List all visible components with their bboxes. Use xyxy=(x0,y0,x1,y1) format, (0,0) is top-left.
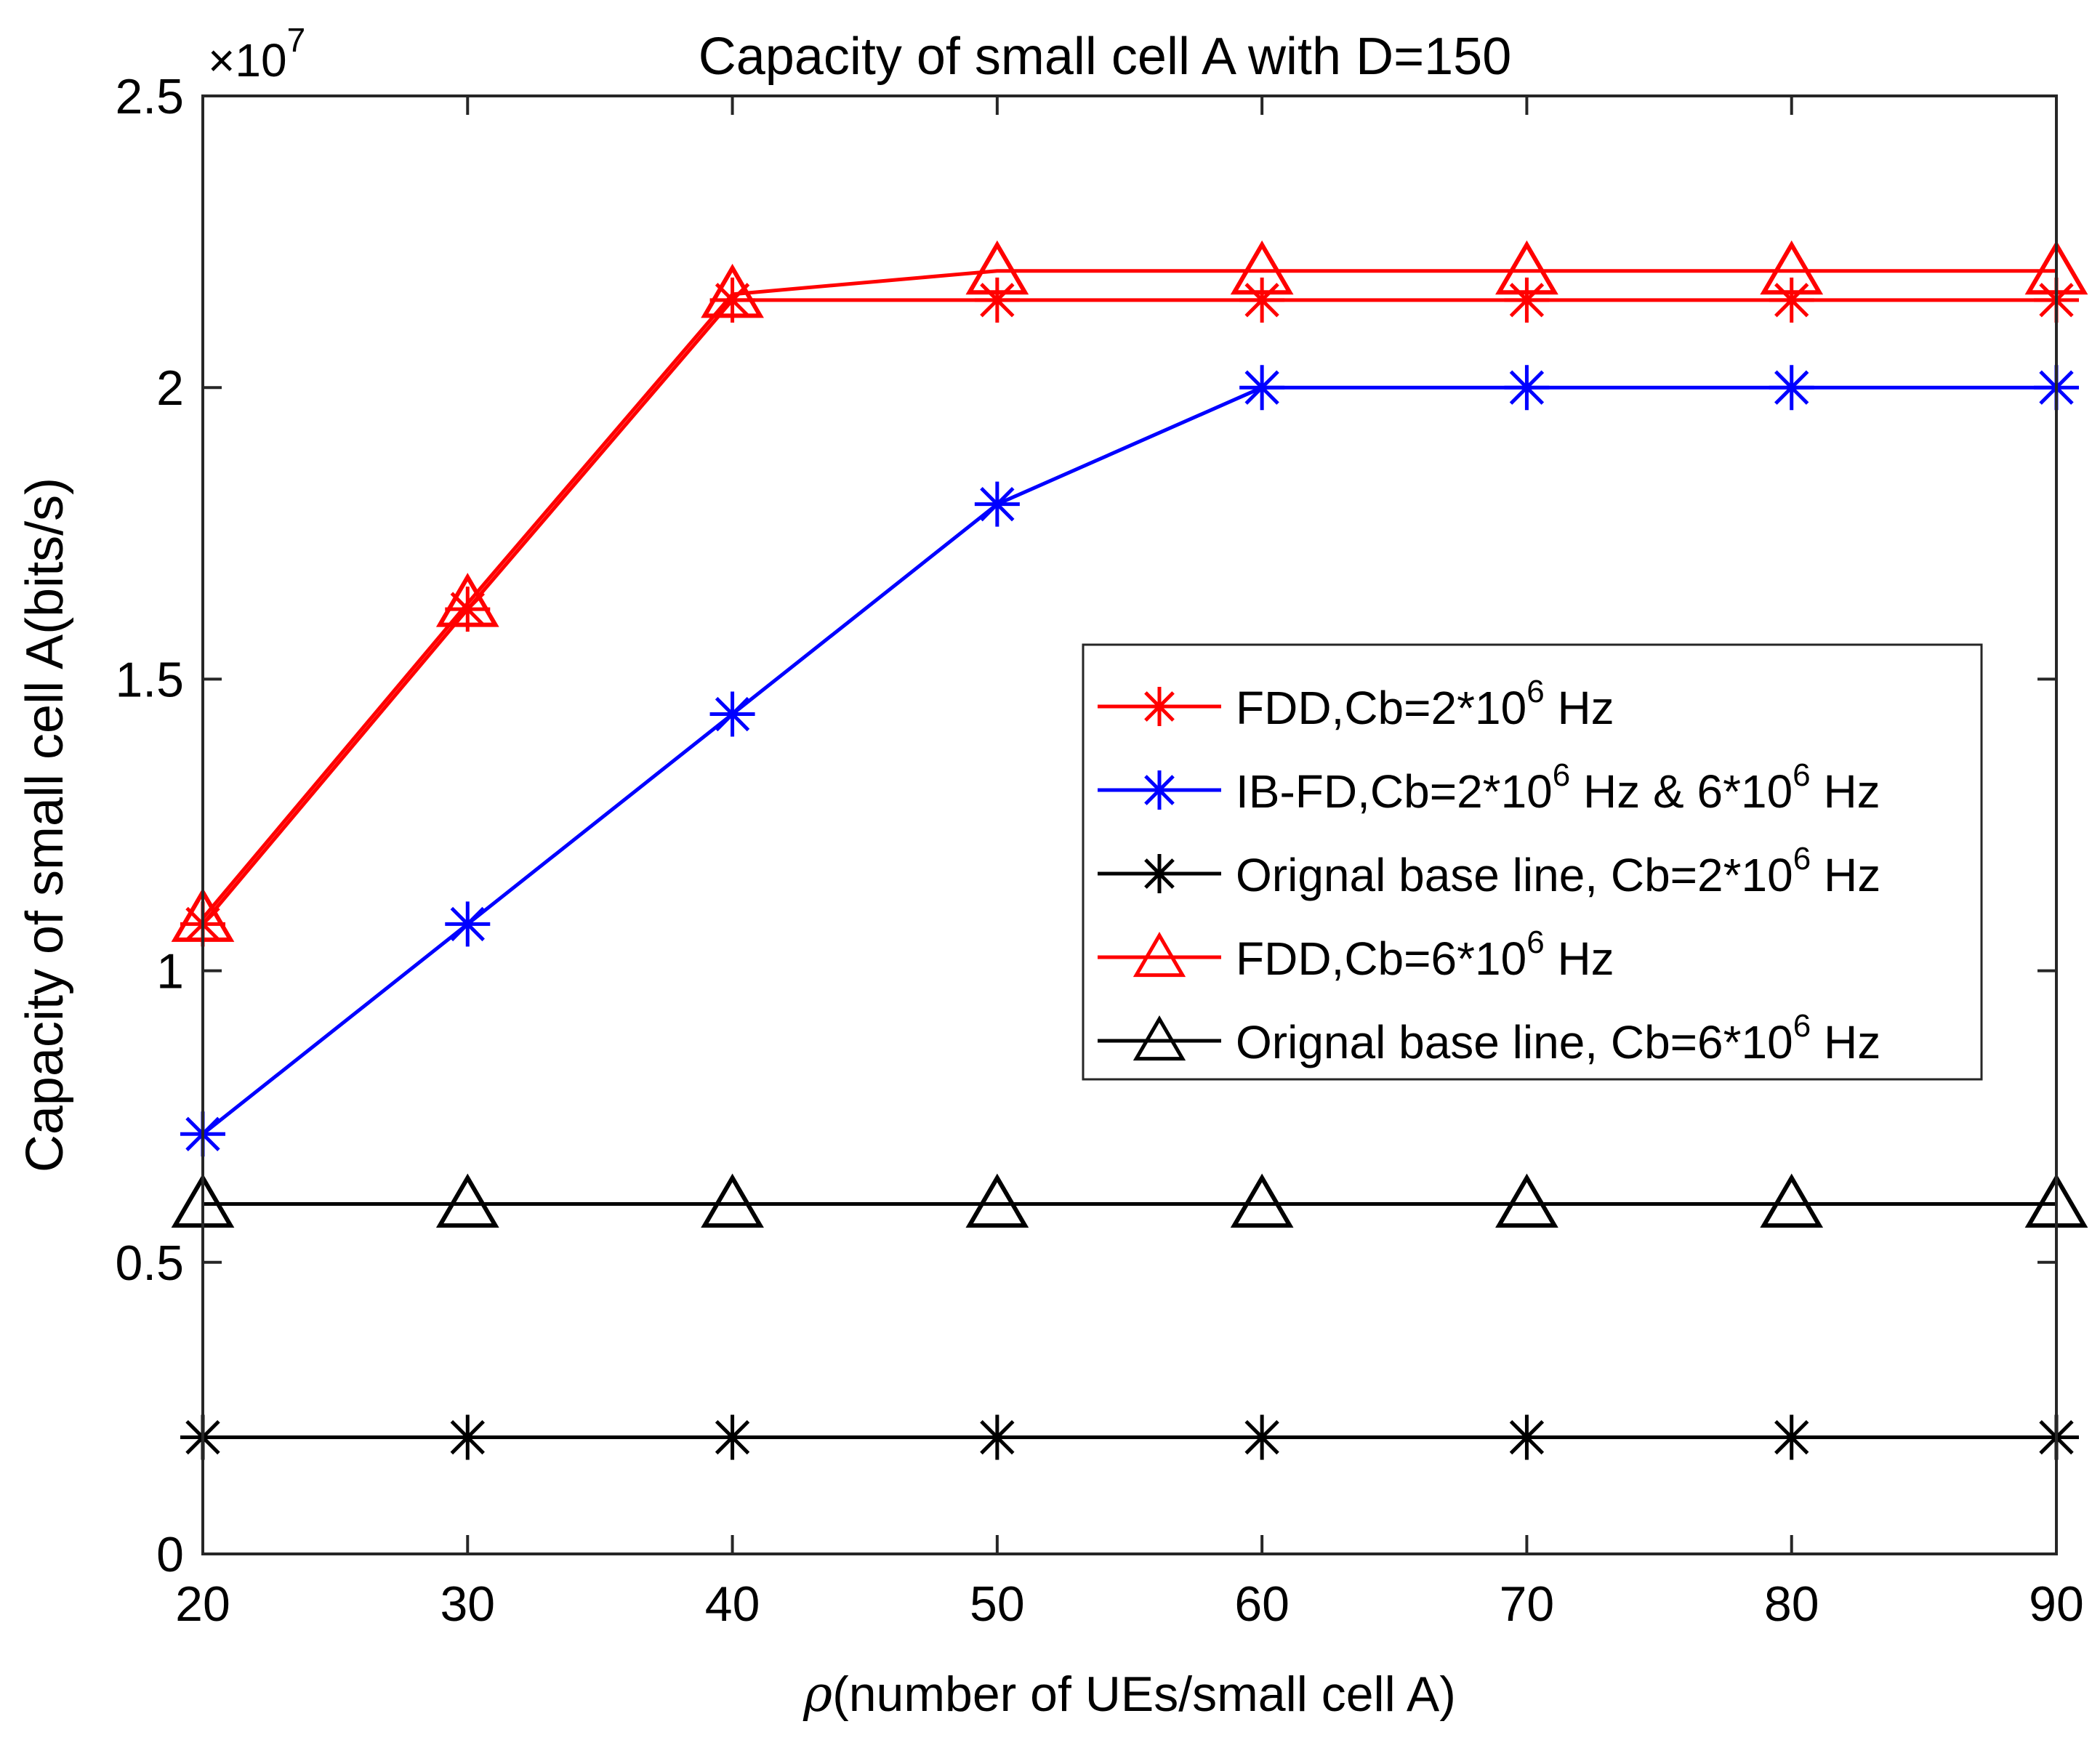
marker-asterisk xyxy=(1504,1414,1550,1460)
legend-label-superscript: 6 xyxy=(1526,925,1544,960)
marker-triangle xyxy=(1230,1173,1294,1228)
marker-triangle xyxy=(965,240,1029,295)
legend-label-text: Hz & 6*10 xyxy=(1570,765,1793,818)
legend-label-superscript: 6 xyxy=(1793,841,1811,877)
x-tick-label: 20 xyxy=(175,1576,230,1632)
y-tick-label: 0.5 xyxy=(115,1236,184,1291)
legend-label-superscript: 6 xyxy=(1553,757,1570,793)
legend-label-text: Orignal base line, Cb=2*10 xyxy=(1236,849,1793,901)
marker-triangle xyxy=(1760,1173,1824,1228)
marker-asterisk xyxy=(1769,365,1814,411)
legend-entry-3: Orignal base line, Cb=2*106 Hz xyxy=(1098,841,1880,901)
marker-asterisk xyxy=(709,691,755,737)
marker-triangle xyxy=(1760,240,1824,295)
marker-triangle xyxy=(1133,932,1186,978)
legend-label-text: FDD,Cb=2*10 xyxy=(1236,682,1526,734)
marker-triangle xyxy=(1133,1015,1186,1061)
y-tick-label: 1 xyxy=(156,944,184,999)
legend-entry-2: IB-FD,Cb=2*106 Hz & 6*106 Hz xyxy=(1098,757,1880,818)
y-exponent-base: ×10 xyxy=(208,34,287,86)
marker-asterisk xyxy=(974,277,1020,323)
x-axis-label-symbol: ρ xyxy=(802,1666,832,1723)
legend-box xyxy=(1082,643,1983,1081)
marker-asterisk xyxy=(1140,770,1179,810)
marker-triangle xyxy=(435,1173,499,1228)
marker-asterisk xyxy=(1140,854,1179,893)
x-ticks: 20 30 40 50 60 70 80 90 xyxy=(175,96,2084,1632)
legend-label-superscript: 6 xyxy=(1793,1008,1811,1044)
legend-entry-4: FDD,Cb=6*106 Hz xyxy=(1098,925,1614,985)
y-tick-label: 0 xyxy=(156,1527,184,1582)
y-tick-label: 2 xyxy=(156,361,184,416)
marker-asterisk xyxy=(709,1414,755,1460)
series-line-2 xyxy=(201,385,2056,1136)
marker-triangle xyxy=(1230,240,1294,295)
x-tick-label: 90 xyxy=(2029,1576,2084,1632)
legend-label-superscript: 6 xyxy=(1793,757,1810,793)
legend-label: FDD,Cb=2*106 Hz xyxy=(1236,674,1614,734)
marker-asterisk xyxy=(1239,365,1285,411)
x-tick-label: 50 xyxy=(970,1576,1025,1632)
y-tick-label: 1.5 xyxy=(115,652,184,707)
marker-asterisk xyxy=(1239,1414,1285,1460)
marker-asterisk xyxy=(1239,277,1285,323)
x-tick-label: 70 xyxy=(1500,1576,1555,1632)
marker-asterisk xyxy=(1769,1414,1814,1460)
x-tick-label: 40 xyxy=(705,1576,760,1632)
y-exponent: ×107 xyxy=(208,21,305,86)
marker-triangle xyxy=(701,263,764,318)
marker-asterisk xyxy=(974,481,1020,527)
series-line-1 xyxy=(201,298,2056,926)
marker-asterisk xyxy=(1504,365,1550,411)
legend-entry-1: FDD,Cb=2*106 Hz xyxy=(1098,674,1614,734)
marker-asterisk xyxy=(1504,277,1550,323)
marker-triangle xyxy=(701,1173,764,1228)
chart-title: Capacity of small cell A with D=150 xyxy=(699,28,1512,86)
y-axis-label: Capacity of small cell A(bits/s) xyxy=(16,478,74,1172)
series-line-4 xyxy=(201,269,2056,919)
legend-label: FDD,Cb=6*106 Hz xyxy=(1236,925,1614,985)
legend-label-text: Orignal base line, Cb=6*10 xyxy=(1236,1016,1793,1068)
marker-asterisk xyxy=(974,1414,1020,1460)
legend-label: IB-FD,Cb=2*106 Hz & 6*106 Hz xyxy=(1236,757,1880,818)
legend-label-text: Hz xyxy=(1545,682,1614,734)
marker-triangle xyxy=(435,573,499,627)
legend-label-text: Hz xyxy=(1811,849,1880,901)
x-tick-label: 60 xyxy=(1234,1576,1290,1632)
marker-asterisk xyxy=(1140,687,1179,726)
marker-asterisk xyxy=(1769,277,1814,323)
series-lines xyxy=(201,269,2056,1440)
legend-entry-5: Orignal base line, Cb=6*106 Hz xyxy=(1098,1008,1880,1068)
legend-label-text: IB-FD,Cb=2*10 xyxy=(1236,765,1553,818)
y-exponent-power: 7 xyxy=(287,21,306,59)
legend-label-text: Hz xyxy=(1811,1016,1880,1068)
marker-asterisk xyxy=(445,1414,491,1460)
x-tick-label: 80 xyxy=(1764,1576,1819,1632)
y-tick-label: 2.5 xyxy=(115,69,184,124)
marker-triangle xyxy=(965,1173,1029,1228)
legend-label-text: FDD,Cb=6*10 xyxy=(1236,933,1526,985)
legend-label: Orignal base line, Cb=6*106 Hz xyxy=(1236,1008,1880,1068)
plot-frame xyxy=(201,94,2058,1555)
marker-asterisk xyxy=(445,901,491,947)
x-tick-label: 30 xyxy=(440,1576,495,1632)
x-axis-label: ρ(number of UEs/small cell A) xyxy=(802,1666,1456,1723)
legend-label: Orignal base line, Cb=2*106 Hz xyxy=(1236,841,1880,901)
legend-label-superscript: 6 xyxy=(1526,674,1544,709)
marker-triangle xyxy=(1495,240,1558,295)
marker-triangle xyxy=(1495,1173,1558,1228)
x-axis-label-text: (number of UEs/small cell A) xyxy=(832,1667,1456,1722)
legend-label-text: Hz xyxy=(1545,933,1614,985)
legend-label-text: Hz xyxy=(1811,765,1880,818)
